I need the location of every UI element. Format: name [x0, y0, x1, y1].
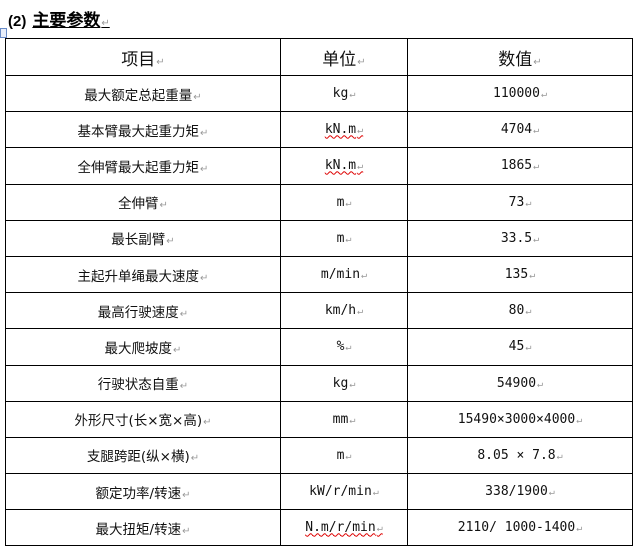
unit-cell: km/h: [280, 292, 408, 330]
unit-cell: mm: [280, 400, 408, 438]
item-cell: 行驶状态自重: [5, 364, 281, 402]
table-move-handle[interactable]: [0, 28, 7, 38]
value-cell: 15490×3000×4000: [407, 400, 633, 438]
value-cell: 4704: [407, 111, 633, 149]
item-cell: 外形尺寸(长×宽×高): [5, 400, 281, 438]
value-cell: 1865: [407, 147, 633, 185]
unit-cell: N.m/r/min: [280, 509, 408, 547]
table-row: 最高行驶速度km/h80: [5, 292, 633, 330]
item-cell: 支腿跨距(纵×横): [5, 436, 281, 475]
item-cell: 最高行驶速度: [5, 292, 281, 330]
value-cell: 338/1900: [407, 473, 633, 511]
value-cell: 8.05 × 7.8: [407, 436, 633, 475]
table-row: 全伸臂最大起重力矩kN.m1865: [5, 147, 633, 185]
item-cell: 主起升单绳最大速度: [5, 255, 281, 294]
item-cell: 最大额定总起重量: [5, 74, 281, 113]
item-cell: 最长副臂: [5, 219, 281, 257]
unit-cell: kN.m: [280, 111, 408, 149]
header-cell: 项目: [5, 38, 281, 76]
item-cell: 最大爬坡度: [5, 328, 281, 366]
section-heading: (2) 主要参数: [8, 6, 110, 31]
unit-cell: m: [280, 436, 408, 475]
value-cell: 135: [407, 255, 633, 294]
item-cell: 最大扭矩/转速: [5, 509, 281, 547]
table-row: 全伸臂m73: [5, 183, 633, 221]
item-cell: 全伸臂: [5, 183, 281, 221]
value-cell: 73: [407, 183, 633, 221]
unit-cell: m/min: [280, 255, 408, 294]
unit-cell: kN.m: [280, 147, 408, 185]
table-row: 主起升单绳最大速度m/min135: [5, 255, 633, 294]
table-row: 支腿跨距(纵×横)m8.05 × 7.8: [5, 436, 633, 475]
item-cell: 额定功率/转速: [5, 473, 281, 511]
table-row: 行驶状态自重kg54900: [5, 364, 633, 402]
header-cell: 数值: [407, 38, 633, 76]
table-row: 外形尺寸(长×宽×高)mm15490×3000×4000: [5, 400, 633, 438]
unit-cell: kW/r/min: [280, 473, 408, 511]
unit-cell: m: [280, 183, 408, 221]
value-cell: 110000: [407, 74, 633, 113]
unit-cell: %: [280, 328, 408, 366]
unit-cell: m: [280, 219, 408, 257]
table-row: 最大扭矩/转速N.m/r/min2110/ 1000-1400: [5, 509, 633, 547]
unit-cell: kg: [280, 74, 408, 113]
section-title: 主要参数: [32, 11, 109, 31]
table-row: 额定功率/转速kW/r/min338/1900: [5, 473, 633, 511]
unit-cell: kg: [280, 364, 408, 402]
value-cell: 2110/ 1000-1400: [407, 509, 633, 547]
item-cell: 基本臂最大起重力矩: [5, 111, 281, 149]
value-cell: 33.5: [407, 219, 633, 257]
parameters-table: 项目 单位 数值 最大额定总起重量kg110000基本臂最大起重力矩kN.m47…: [5, 38, 633, 547]
table-row: 最长副臂m33.5: [5, 219, 633, 257]
header-cell: 单位: [280, 38, 408, 76]
value-cell: 80: [407, 292, 633, 330]
table-row: 最大额定总起重量kg110000: [5, 74, 633, 113]
value-cell: 45: [407, 328, 633, 366]
value-cell: 54900: [407, 364, 633, 402]
item-cell: 全伸臂最大起重力矩: [5, 147, 281, 185]
table-header-row: 项目 单位 数值: [5, 38, 633, 76]
section-number: (2): [8, 13, 27, 30]
table-row: 最大爬坡度%45: [5, 328, 633, 366]
table-row: 基本臂最大起重力矩kN.m4704: [5, 111, 633, 149]
